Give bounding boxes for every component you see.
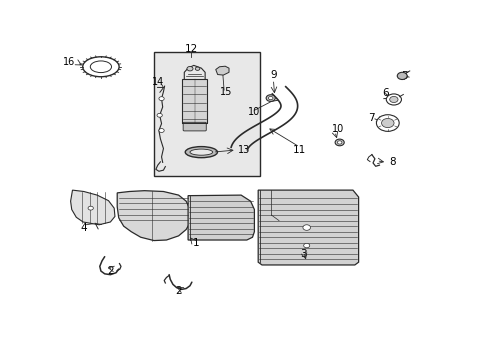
Circle shape bbox=[159, 129, 164, 132]
Polygon shape bbox=[117, 191, 189, 240]
Polygon shape bbox=[188, 195, 254, 240]
Polygon shape bbox=[215, 66, 228, 75]
Text: 10: 10 bbox=[331, 124, 343, 134]
Circle shape bbox=[186, 67, 193, 71]
Text: 16: 16 bbox=[63, 57, 75, 67]
Circle shape bbox=[337, 141, 341, 144]
Circle shape bbox=[159, 97, 164, 100]
Circle shape bbox=[268, 96, 272, 100]
Circle shape bbox=[381, 118, 393, 127]
Text: 13: 13 bbox=[238, 145, 250, 155]
Text: 2: 2 bbox=[175, 286, 182, 296]
Text: 8: 8 bbox=[388, 157, 395, 167]
Text: 1: 1 bbox=[192, 238, 199, 248]
Bar bbox=[182, 79, 206, 123]
Text: 14: 14 bbox=[151, 77, 163, 87]
FancyBboxPatch shape bbox=[183, 122, 206, 131]
Circle shape bbox=[376, 115, 398, 131]
Text: 4: 4 bbox=[81, 222, 87, 233]
Text: 7: 7 bbox=[368, 113, 374, 123]
Circle shape bbox=[386, 94, 401, 105]
Ellipse shape bbox=[185, 147, 217, 158]
Circle shape bbox=[88, 206, 93, 210]
Text: 12: 12 bbox=[184, 44, 197, 54]
Text: 2: 2 bbox=[107, 266, 114, 275]
Text: 11: 11 bbox=[293, 145, 306, 155]
Ellipse shape bbox=[82, 57, 119, 77]
Ellipse shape bbox=[189, 149, 212, 155]
Text: 3: 3 bbox=[300, 249, 306, 259]
Text: 5: 5 bbox=[400, 72, 407, 81]
Circle shape bbox=[334, 139, 344, 146]
Circle shape bbox=[157, 113, 162, 117]
Text: 6: 6 bbox=[381, 88, 387, 98]
Circle shape bbox=[195, 67, 200, 70]
Bar bbox=[154, 51, 260, 176]
Text: 15: 15 bbox=[219, 87, 232, 97]
Circle shape bbox=[265, 95, 275, 102]
Polygon shape bbox=[70, 190, 115, 225]
Polygon shape bbox=[258, 190, 358, 265]
Circle shape bbox=[303, 243, 309, 248]
Circle shape bbox=[389, 96, 397, 103]
Circle shape bbox=[302, 225, 310, 230]
Circle shape bbox=[396, 72, 407, 80]
Text: 10: 10 bbox=[248, 108, 260, 117]
Ellipse shape bbox=[90, 61, 111, 73]
Text: 9: 9 bbox=[269, 70, 276, 80]
